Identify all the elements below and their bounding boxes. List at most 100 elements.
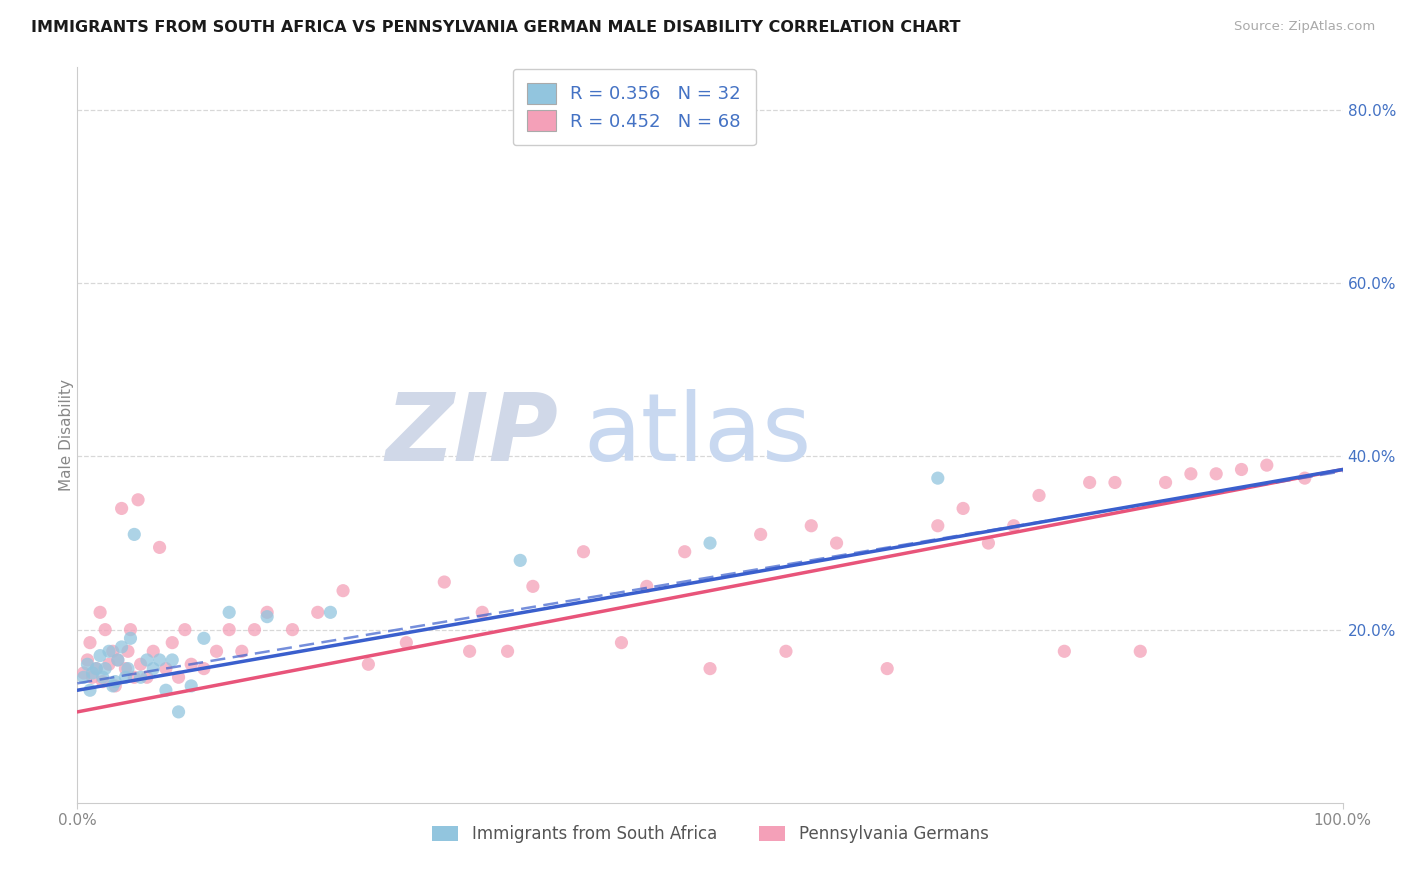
- Point: [433, 574, 456, 589]
- Point: [218, 623, 240, 637]
- Point: [101, 644, 124, 658]
- Point: [1028, 488, 1050, 502]
- Point: [332, 583, 354, 598]
- Point: [94, 623, 117, 637]
- Point: [927, 471, 949, 485]
- Point: [205, 644, 228, 658]
- Point: [101, 679, 124, 693]
- Point: [1053, 644, 1076, 658]
- Point: [218, 605, 240, 619]
- Point: [114, 662, 136, 676]
- Point: [174, 623, 197, 637]
- Text: IMMIGRANTS FROM SOUTH AFRICA VS PENNSYLVANIA GERMAN MALE DISABILITY CORRELATION : IMMIGRANTS FROM SOUTH AFRICA VS PENNSYLV…: [31, 20, 960, 35]
- Y-axis label: Male Disability: Male Disability: [59, 379, 73, 491]
- Point: [111, 501, 132, 516]
- Point: [155, 683, 177, 698]
- Point: [124, 527, 146, 541]
- Point: [876, 662, 898, 676]
- Point: [149, 653, 172, 667]
- Point: [775, 644, 797, 658]
- Point: [167, 670, 190, 684]
- Point: [98, 644, 120, 658]
- Point: [73, 665, 96, 680]
- Point: [107, 653, 129, 667]
- Text: atlas: atlas: [583, 389, 811, 481]
- Point: [927, 518, 949, 533]
- Point: [952, 501, 974, 516]
- Point: [180, 679, 202, 693]
- Point: [699, 662, 721, 676]
- Point: [1205, 467, 1227, 481]
- Point: [1294, 471, 1316, 485]
- Point: [111, 640, 132, 654]
- Point: [149, 541, 172, 555]
- Point: [91, 670, 114, 684]
- Point: [162, 653, 183, 667]
- Point: [136, 653, 159, 667]
- Point: [167, 705, 190, 719]
- Point: [1230, 462, 1253, 476]
- Text: Source: ZipAtlas.com: Source: ZipAtlas.com: [1234, 20, 1375, 33]
- Point: [357, 657, 380, 672]
- Point: [1129, 644, 1152, 658]
- Point: [107, 653, 129, 667]
- Legend: Immigrants from South Africa, Pennsylvania Germans: Immigrants from South Africa, Pennsylvan…: [425, 818, 995, 850]
- Point: [76, 657, 98, 672]
- Point: [231, 644, 253, 658]
- Point: [82, 665, 104, 680]
- Point: [89, 648, 111, 663]
- Point: [610, 635, 633, 649]
- Point: [522, 579, 544, 593]
- Point: [73, 670, 96, 684]
- Point: [114, 670, 136, 684]
- Point: [673, 545, 696, 559]
- Point: [127, 492, 149, 507]
- Point: [82, 670, 104, 684]
- Point: [79, 635, 101, 649]
- Point: [136, 670, 159, 684]
- Point: [193, 662, 215, 676]
- Point: [142, 662, 165, 676]
- Point: [155, 662, 177, 676]
- Point: [89, 605, 111, 619]
- Point: [749, 527, 772, 541]
- Point: [193, 632, 215, 646]
- Point: [94, 662, 117, 676]
- Point: [124, 670, 146, 684]
- Point: [699, 536, 721, 550]
- Point: [281, 623, 304, 637]
- Point: [1154, 475, 1177, 490]
- Point: [636, 579, 658, 593]
- Point: [458, 644, 481, 658]
- Point: [1180, 467, 1202, 481]
- Point: [1104, 475, 1126, 490]
- Point: [256, 609, 278, 624]
- Point: [180, 657, 202, 672]
- Point: [86, 662, 108, 676]
- Point: [319, 605, 342, 619]
- Point: [104, 674, 127, 689]
- Point: [117, 662, 139, 676]
- Point: [79, 683, 101, 698]
- Point: [142, 644, 165, 658]
- Point: [307, 605, 329, 619]
- Point: [1002, 518, 1025, 533]
- Point: [572, 545, 595, 559]
- Point: [91, 674, 114, 689]
- Point: [120, 623, 142, 637]
- Point: [129, 670, 152, 684]
- Point: [256, 605, 278, 619]
- Text: ZIP: ZIP: [385, 389, 558, 481]
- Point: [509, 553, 531, 567]
- Point: [395, 635, 418, 649]
- Point: [1256, 458, 1278, 472]
- Point: [977, 536, 1000, 550]
- Point: [800, 518, 823, 533]
- Point: [1078, 475, 1101, 490]
- Point: [120, 632, 142, 646]
- Point: [104, 679, 127, 693]
- Point: [129, 657, 152, 672]
- Point: [825, 536, 848, 550]
- Point: [76, 653, 98, 667]
- Point: [86, 662, 108, 676]
